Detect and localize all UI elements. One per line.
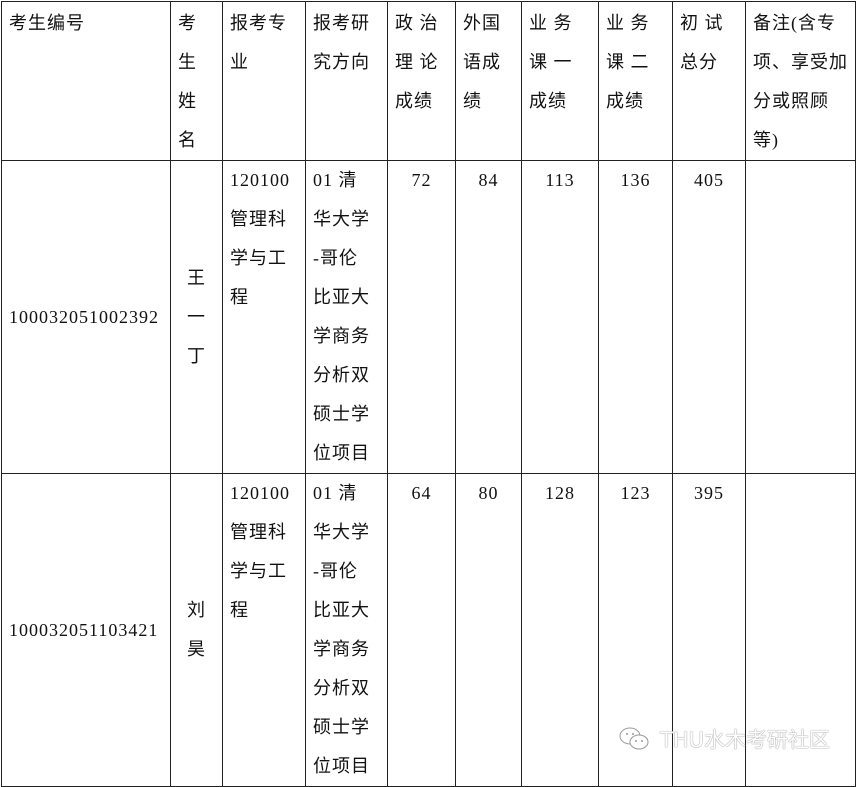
cell-politics: 64 bbox=[387, 473, 456, 787]
table-row: 100032051103421 刘 昊 120100 管理科 学与工 程 01 … bbox=[1, 473, 856, 787]
cell-major: 120100 管理科 学与工 程 bbox=[222, 160, 306, 474]
header-language: 外国 语成 绩 bbox=[455, 1, 522, 161]
cell-course2: 136 bbox=[598, 160, 673, 474]
header-politics: 政 治 理 论 成绩 bbox=[387, 1, 456, 161]
cell-name: 王 一 丁 bbox=[170, 160, 223, 474]
cell-note bbox=[745, 473, 856, 787]
cell-language: 84 bbox=[455, 160, 522, 474]
cell-direction: 01 清 华大学 -哥伦 比亚大 学商务 分析双 硕士学 位项目 bbox=[305, 473, 388, 787]
cell-politics: 72 bbox=[387, 160, 456, 474]
cell-name: 刘 昊 bbox=[170, 473, 223, 787]
header-id: 考生编号 bbox=[1, 1, 171, 161]
header-direction: 报考研 究方向 bbox=[305, 1, 388, 161]
cell-major: 120100 管理科 学与工 程 bbox=[222, 473, 306, 787]
header-note: 备注(含专 项、享受加 分或照顾 等) bbox=[745, 1, 856, 161]
cell-note bbox=[745, 160, 856, 474]
cell-id: 100032051002392 bbox=[1, 160, 171, 474]
cell-id: 100032051103421 bbox=[1, 473, 171, 787]
header-course2: 业 务 课 二 成绩 bbox=[598, 1, 673, 161]
cell-course1: 113 bbox=[521, 160, 599, 474]
watermark-text: THU水木考研社区 bbox=[660, 728, 830, 752]
header-major: 报考专 业 bbox=[222, 1, 306, 161]
header-course1: 业 务 课 一 成绩 bbox=[521, 1, 599, 161]
watermark: THU水木考研社区 bbox=[618, 724, 830, 754]
header-row: 考生编号 考 生 姓 名 报考专 业 报考研 究方向 政 治 理 论 成绩 外国… bbox=[1, 1, 856, 161]
cell-total: 405 bbox=[672, 160, 746, 474]
cell-direction: 01 清 华大学 -哥伦 比亚大 学商务 分析双 硕士学 位项目 bbox=[305, 160, 388, 474]
wechat-icon bbox=[618, 725, 652, 753]
cell-course1: 128 bbox=[521, 473, 599, 787]
header-total: 初 试 总分 bbox=[672, 1, 746, 161]
cell-language: 80 bbox=[455, 473, 522, 787]
header-name: 考 生 姓 名 bbox=[170, 1, 223, 161]
table-row: 100032051002392 王 一 丁 120100 管理科 学与工 程 0… bbox=[1, 160, 856, 474]
cell-total: 395 bbox=[672, 473, 746, 787]
